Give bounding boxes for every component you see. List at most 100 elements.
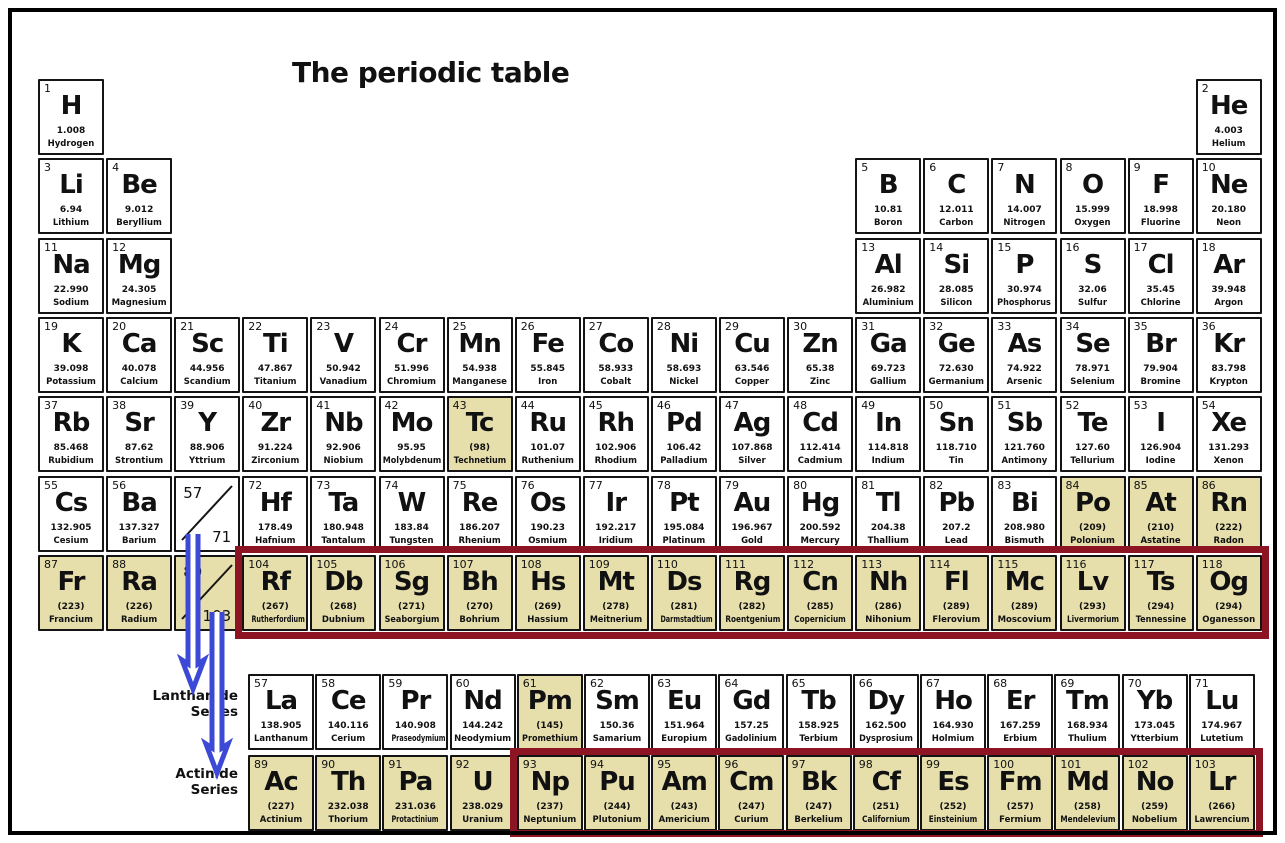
element-cell-Sr: 38 Sr 87.62 Strontium (106, 396, 173, 473)
element-cell-Ge: 32 Ge 72.630 Germanium (923, 316, 990, 393)
element-symbol: Ni (669, 328, 700, 359)
element-name: Yttrium (189, 456, 226, 467)
atomic-mass: 232.038 (327, 802, 369, 812)
atomic-number: 70 (1127, 677, 1142, 690)
element-cell-Nd: 60 Nd 144.242 Neodymium (449, 674, 516, 750)
atomic-mass: 14.007 (1007, 205, 1042, 216)
element-symbol: Mo (390, 408, 434, 439)
atomic-mass: 22.990 (53, 284, 89, 295)
element-cell-Mt: 109 Mt (278) Meitnerium (582, 554, 649, 631)
element-symbol: Er (1005, 686, 1036, 716)
atomic-number: 57 (254, 677, 268, 690)
element-name: Lutetium (1200, 734, 1244, 744)
atomic-number: 101 (1060, 758, 1082, 771)
element-symbol: Ar (1213, 249, 1245, 280)
element-cell-Au: 79 Au 196.967 Gold (719, 475, 785, 552)
element-cell-Xe: 54 Xe 131.293 Xenon (1195, 396, 1262, 473)
element-name: Aluminium (862, 297, 914, 308)
element-symbol: At (1145, 487, 1177, 518)
atomic-number: 32 (929, 319, 944, 333)
element-name: Lead (944, 535, 968, 546)
element-symbol: Tm (1065, 686, 1110, 716)
atomic-number: 90 (321, 758, 336, 771)
element-symbol: Cr (396, 328, 428, 359)
atomic-number: 39 (180, 399, 195, 413)
element-cell-Cm: 96 Cm (247) Curium (718, 755, 785, 831)
element-name: Promethium (521, 734, 578, 744)
element-name: Tungsten (389, 535, 434, 546)
element-cell-Os: 76 Os 190.23 Osmium (514, 475, 581, 552)
atomic-number: 20 (112, 319, 127, 333)
element-name: Arsenic (1006, 376, 1043, 387)
element-name: Neptunium (523, 815, 577, 825)
element-cell-Fl: 114 Fl (289) Flerovium (923, 554, 990, 631)
element-symbol: Hs (530, 566, 566, 597)
element-cell-Sg: 106 Sg (271) Seaborgium (378, 554, 445, 631)
element-symbol: Fm (998, 767, 1043, 797)
element-cell-Zn: 30 Zn 65.38 Zinc (787, 316, 854, 393)
atomic-mass: 195.084 (663, 522, 705, 533)
element-symbol: Ag (733, 408, 772, 439)
element-name: Lanthanum (253, 734, 308, 744)
element-cell-Pu: 94 Pu (244) Plutonium (584, 755, 650, 831)
atomic-mass: (278) (602, 601, 630, 612)
element-symbol: Gd (732, 686, 771, 716)
element-cell-Ts: 117 Ts (294) Tennessine (1127, 554, 1194, 631)
atomic-number: 44 (520, 399, 535, 413)
atomic-number: 28 (656, 319, 671, 333)
atomic-number: 7 (997, 161, 1005, 175)
element-symbol: C (947, 170, 966, 201)
element-name: Bromine (1140, 376, 1181, 387)
element-cell-K: 19 K 39.098 Potassium (38, 316, 104, 393)
atomic-mass: 12.011 (938, 205, 974, 216)
atomic-mass: 15.999 (1075, 205, 1110, 216)
element-symbol: Ga (869, 328, 908, 359)
element-cell-Th: 90 Th 232.038 Thorium (315, 755, 382, 831)
element-cell-U: 92 U 238.029 Uranium (449, 755, 516, 831)
atomic-number: 117 (1133, 557, 1155, 571)
element-symbol: Tb (801, 686, 836, 716)
element-name: Plutonium (592, 815, 642, 825)
atomic-mass: (243) (670, 802, 698, 812)
element-symbol: Hf (259, 487, 292, 518)
atomic-number: 46 (656, 399, 671, 413)
atomic-number: 8 (1065, 161, 1073, 175)
element-symbol: Og (1209, 566, 1249, 597)
atomic-mass: 167.259 (999, 721, 1041, 731)
element-name: Radium (121, 614, 158, 625)
atomic-mass: 140.116 (327, 721, 369, 731)
actinide-series-label-line2: Series (190, 782, 238, 798)
element-symbol: Cm (729, 767, 774, 797)
atomic-mass: 200.592 (799, 522, 841, 533)
atomic-mass: 231.036 (394, 802, 436, 812)
element-symbol: Cf (871, 767, 901, 797)
element-symbol: Mt (597, 566, 635, 597)
element-cell-Ir: 77 Ir 192.217 Iridium (582, 475, 649, 552)
atomic-number: 106 (384, 557, 406, 571)
element-name: Copper (734, 376, 770, 387)
atomic-number: 56 (112, 478, 127, 492)
element-name: Helium (1211, 139, 1246, 149)
element-symbol: Ho (934, 686, 973, 716)
element-cell-Ba: 56 Ba 137.327 Barium (106, 475, 173, 552)
page-title: The periodic table (292, 56, 570, 89)
element-cell-Fe: 26 Fe 55.845 Iron (514, 316, 581, 393)
atomic-mass: 39.948 (1211, 284, 1247, 295)
element-symbol: H (60, 91, 83, 121)
element-symbol: Ce (330, 686, 367, 716)
element-name: Terbium (799, 734, 838, 744)
atomic-mass: 30.974 (1007, 284, 1042, 295)
element-name: Rubidium (48, 456, 94, 467)
atomic-mass: 207.2 (942, 522, 971, 533)
atomic-mass: 58.693 (666, 363, 702, 374)
element-name: Rhodium (594, 456, 637, 467)
atomic-number: 88 (112, 557, 127, 571)
element-cell-Ga: 31 Ga 69.723 Gallium (855, 316, 922, 393)
element-name: Sulfur (1077, 297, 1108, 308)
element-symbol: Rh (597, 408, 636, 439)
atomic-number: 115 (997, 557, 1019, 571)
atomic-number: 48 (793, 399, 808, 413)
atomic-number: 80 (793, 478, 808, 492)
element-symbol: Fl (943, 566, 970, 597)
element-symbol: Y (198, 408, 217, 439)
